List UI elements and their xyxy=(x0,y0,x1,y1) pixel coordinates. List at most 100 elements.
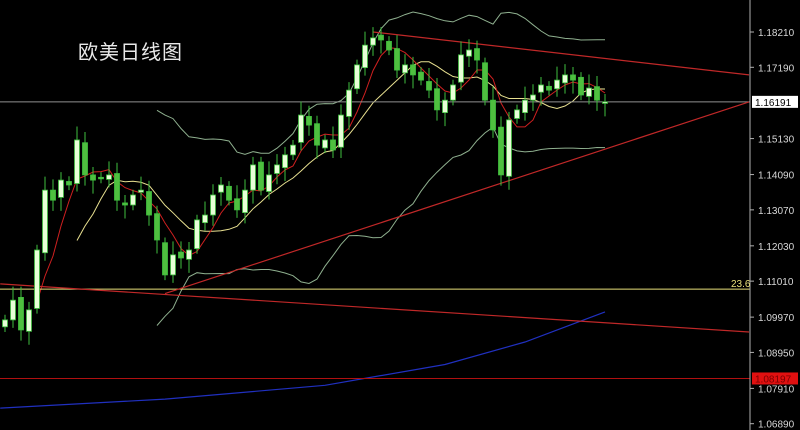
candle xyxy=(602,93,608,117)
candle xyxy=(98,172,104,184)
candle-body xyxy=(370,37,376,46)
candle xyxy=(346,82,352,130)
candle xyxy=(362,31,368,76)
ma-fast-line xyxy=(36,47,606,303)
candle-body xyxy=(330,139,336,151)
candle xyxy=(146,180,152,226)
candle xyxy=(546,81,552,96)
candle xyxy=(66,176,72,191)
candle xyxy=(282,146,288,182)
axis-tick-label: 1.17190 xyxy=(758,63,795,74)
candle xyxy=(402,54,408,84)
candle-body xyxy=(258,161,264,191)
candle-body xyxy=(506,119,512,177)
axis-tick-label: 1.07910 xyxy=(758,384,795,395)
candle-body xyxy=(186,249,192,260)
candle xyxy=(194,214,200,254)
candle xyxy=(202,201,208,231)
candle xyxy=(266,161,272,200)
candle-body xyxy=(570,74,576,81)
candle-body xyxy=(298,114,304,143)
chart-title: 欧美日线图 xyxy=(78,40,183,64)
candle xyxy=(298,101,304,151)
candle xyxy=(378,27,384,54)
candle xyxy=(130,189,136,211)
candle xyxy=(106,161,112,188)
candle-body xyxy=(274,164,280,174)
candle-body xyxy=(466,49,472,57)
candle xyxy=(370,27,376,56)
candle xyxy=(42,176,48,261)
candle xyxy=(442,92,448,127)
candle-body xyxy=(290,144,296,156)
candle xyxy=(218,176,224,206)
candle-body xyxy=(314,123,320,146)
candle-body xyxy=(90,174,96,181)
candle xyxy=(274,154,280,185)
current-price-tag: 1.16191 xyxy=(755,98,792,109)
candle xyxy=(482,57,488,106)
candle-body xyxy=(306,116,312,126)
candle-body xyxy=(538,84,544,93)
candle-body xyxy=(74,139,80,184)
candle xyxy=(410,56,416,89)
candle xyxy=(514,104,520,124)
candle-body xyxy=(106,174,112,180)
candle-body xyxy=(586,87,592,97)
candle-body xyxy=(50,189,56,201)
trendline xyxy=(0,283,750,333)
candle-body xyxy=(42,189,48,254)
candle xyxy=(50,179,56,211)
candle-body xyxy=(122,202,128,206)
candle xyxy=(570,66,576,94)
candle-body xyxy=(346,89,352,117)
candle-body xyxy=(402,64,408,74)
candle xyxy=(154,205,160,254)
candle-body xyxy=(26,309,32,332)
candle xyxy=(82,132,88,186)
candle xyxy=(458,41,464,91)
candle-body xyxy=(2,319,8,328)
candle-body xyxy=(594,86,600,101)
candle xyxy=(314,115,320,159)
candle-body xyxy=(202,214,208,224)
candle-body xyxy=(362,44,368,69)
candle-body xyxy=(66,181,72,186)
candle-body xyxy=(34,249,40,309)
candle-body xyxy=(58,179,64,198)
candle-body xyxy=(130,194,136,206)
candle-body xyxy=(410,64,416,76)
candle xyxy=(562,64,568,94)
candle xyxy=(74,126,80,192)
candle xyxy=(306,105,312,136)
candle xyxy=(354,59,360,94)
candle xyxy=(578,72,584,101)
support-price-tag: 1.08197 xyxy=(755,374,792,385)
candle-body xyxy=(226,185,232,201)
candle xyxy=(58,172,64,211)
candle-body xyxy=(194,219,200,250)
candle-body xyxy=(210,194,216,216)
candle-body xyxy=(10,299,16,321)
candle xyxy=(226,181,232,206)
candle-body xyxy=(354,64,360,90)
candle-body xyxy=(474,48,480,61)
candle xyxy=(394,35,400,79)
candle xyxy=(162,237,168,281)
candle-body xyxy=(18,296,24,331)
candle-body xyxy=(218,184,224,193)
axis-tick-label: 1.14090 xyxy=(758,171,795,182)
candle xyxy=(258,156,264,196)
candle-body xyxy=(338,114,344,148)
candle xyxy=(554,66,560,97)
candle-body xyxy=(282,154,288,169)
candle-body xyxy=(170,254,176,276)
candle xyxy=(2,314,8,332)
candle-body xyxy=(450,84,456,101)
candle xyxy=(506,111,512,190)
candle xyxy=(178,241,184,269)
axis-tick-label: 1.18210 xyxy=(758,28,795,39)
candle-body xyxy=(458,54,464,83)
candle-body xyxy=(138,189,144,193)
